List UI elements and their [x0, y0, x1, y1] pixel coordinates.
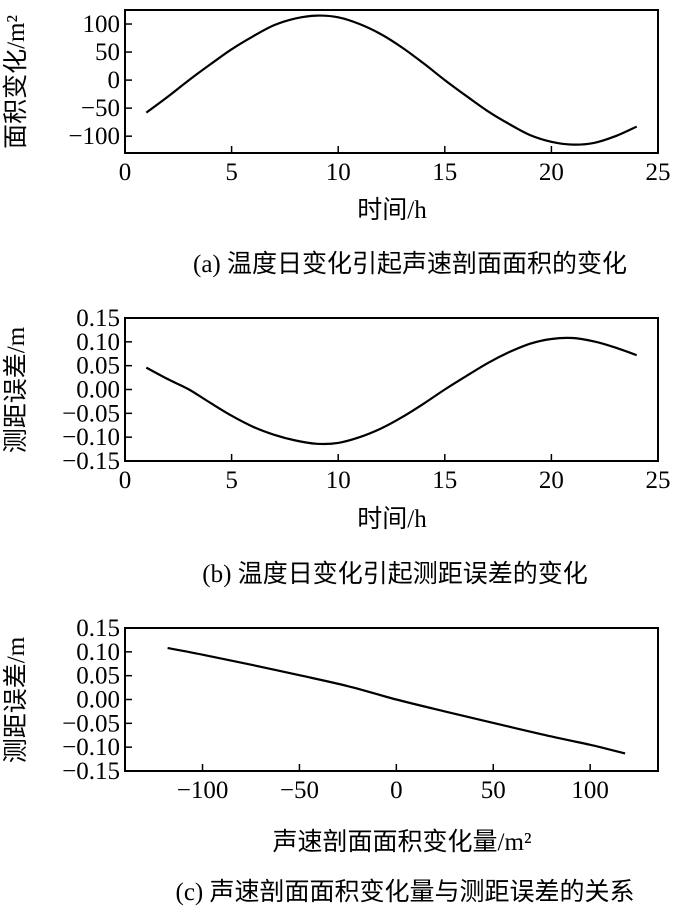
panel-b-x-tick-label: 0 [119, 467, 132, 494]
panel-a-caption: (a) 温度日变化引起声速剖面面积的变化 [193, 250, 627, 278]
panel-b-y-tick-label: −0.15 [62, 448, 120, 475]
panel-a-x-tick-label: 15 [432, 159, 457, 186]
panel-a-y-tick-label: 0 [108, 67, 121, 94]
panel-c: −100 −50 0 50 100 0.150.100.050.00−0.05−0.10−… [2, 615, 659, 906]
panel-b-series-line [145, 336, 638, 446]
panel-b-y-tick-label: 0.15 [76, 305, 120, 332]
panel-c-y-tick-label: 0.05 [76, 663, 120, 690]
panel-a-y-axis-label: 面积变化/m² [2, 15, 30, 149]
panel-b-ticks: 0 5 10 15 20 25 0.150.100.050.00−0.05−0.10−0.1… [62, 305, 670, 494]
panel-c-series-line [167, 646, 626, 755]
panel-a-x-tick-label: 5 [225, 159, 238, 186]
panel-a-y-tick-label: 100 [83, 11, 121, 38]
panel-a-x-tick-label: 20 [539, 159, 564, 186]
panel-c-y-tick-label: 0.10 [76, 639, 120, 666]
panel-b-caption: (b) 温度日变化引起测距误差的变化 [202, 560, 587, 588]
panel-b-y-axis-label: 测距误差/m [2, 326, 30, 453]
panel-a-x-tick-label: 10 [326, 159, 351, 186]
panel-c-y-tick-label: 0.15 [76, 615, 120, 642]
panel-c-y-tick-label: 0.00 [76, 687, 120, 714]
panel-b-y-tick-label: −0.05 [62, 400, 120, 427]
panel-b-x-axis-label: 时间/h [357, 505, 427, 533]
panel-c-ticks: −100 −50 0 50 100 0.150.100.050.00−0.05−0.10−… [62, 615, 609, 804]
panel-b: 0 5 10 15 20 25 0.150.100.050.00−0.05−0.10−0.1… [2, 305, 671, 588]
panel-b-x-tick-label: 15 [432, 467, 457, 494]
panel-b-y-tick-label: 0.00 [76, 377, 120, 404]
panel-b-x-tick-label: 10 [326, 467, 351, 494]
panel-c-x-tick-label: 50 [481, 777, 506, 804]
panel-c-x-tick-label: 100 [571, 777, 609, 804]
panel-b-y-tick-label: 0.10 [76, 329, 120, 356]
panel-c-y-axis-label: 测距误差/m [2, 636, 30, 763]
panel-b-y-tick-label: −0.10 [62, 424, 120, 451]
panel-b-y-tick-label: 0.05 [76, 353, 120, 380]
panel-c-y-tick-label: −0.10 [62, 734, 120, 761]
panel-b-x-tick-label: 5 [225, 467, 238, 494]
panel-a-x-tick-label: 25 [646, 159, 671, 186]
panel-a-y-tick-label: −100 [68, 123, 120, 150]
panel-c-caption: (c) 声速剖面面积变化量与测距误差的关系 [176, 878, 635, 906]
panel-c-x-tick-label: −50 [280, 777, 319, 804]
panel-c-y-tick-label: −0.05 [62, 710, 120, 737]
panel-a-plot-frame [124, 9, 659, 154]
panel-a-x-tick-label: 0 [119, 159, 132, 186]
panel-b-x-tick-label: 25 [646, 467, 671, 494]
panel-a-x-axis-label: 时间/h [357, 196, 427, 224]
panel-c-plot-frame [124, 627, 659, 772]
panel-a-y-tick-label: −50 [81, 95, 120, 122]
panel-c-x-tick-label: 0 [390, 777, 403, 804]
panel-c-x-axis-label: 声速剖面面积变化量/m² [273, 828, 532, 856]
panel-c-y-tick-label: −0.15 [62, 758, 120, 785]
panel-a-y-tick-label: 50 [95, 39, 120, 66]
panel-c-x-tick-label: −100 [177, 777, 229, 804]
panel-a-series-line [145, 14, 638, 146]
panel-b-x-tick-label: 20 [539, 467, 564, 494]
